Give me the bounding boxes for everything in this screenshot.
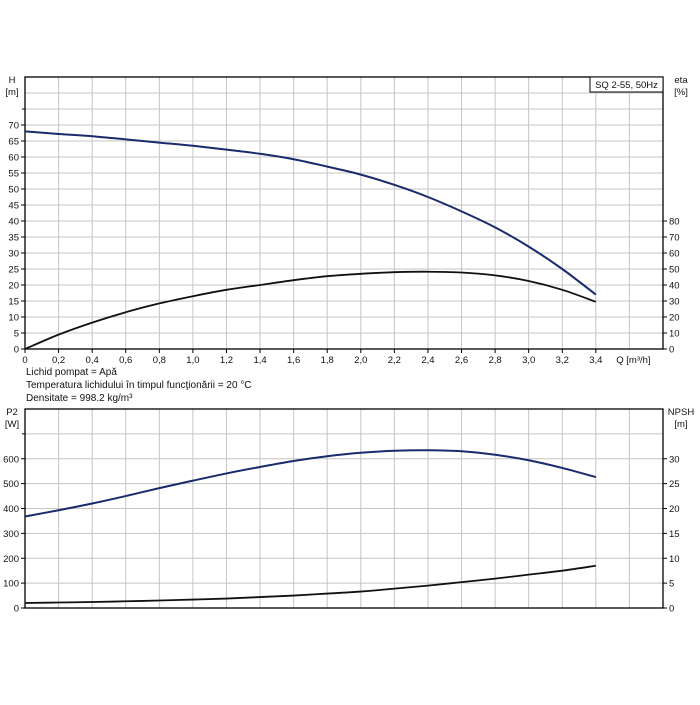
x-tick-label: 3,4	[589, 355, 602, 366]
x-tick-label: 3,0	[522, 355, 535, 366]
right-axis-title: eta	[674, 75, 688, 86]
x-tick-label: 1,8	[321, 355, 334, 366]
left-tick-label: 0	[14, 604, 19, 615]
left-tick-label: 60	[8, 153, 19, 164]
right-tick-label: 60	[669, 249, 680, 260]
curve-p2	[24, 449, 597, 518]
left-tick-label: 45	[8, 201, 19, 212]
fluid-notes: Lichid pompat = Apă Temperatura lichidul…	[26, 366, 252, 405]
left-tick-label: 300	[3, 529, 19, 540]
note-temperature: Temperatura lichidului în timpul funcţio…	[26, 380, 252, 391]
grid	[25, 77, 663, 349]
right-tick-label: 25	[669, 479, 680, 490]
plot-frame	[24, 76, 664, 350]
curve-npsh	[24, 564, 596, 604]
x-tick-label: 0,6	[119, 355, 132, 366]
left-tick-label: 50	[8, 185, 19, 196]
right-tick-label: 70	[669, 233, 680, 244]
x-tick-label: 1,2	[220, 355, 233, 366]
x-tick-label: 3,2	[556, 355, 569, 366]
x-tick-label: 2,8	[488, 355, 501, 366]
left-tick-label: 400	[3, 504, 19, 515]
left-tick-label: 100	[3, 579, 19, 590]
right-tick-label: 80	[669, 217, 680, 228]
left-tick-label: 30	[8, 249, 19, 260]
right-tick-label: 15	[669, 529, 680, 540]
right-tick-label: 10	[669, 554, 680, 565]
note-density: Densitate = 998.2 kg/m³	[26, 393, 133, 404]
left-tick-label: 35	[8, 233, 19, 244]
model-label-box: SQ 2-55, 50Hz	[589, 76, 664, 93]
left-tick-label: 25	[8, 265, 19, 276]
left-tick-label: 500	[3, 479, 19, 490]
right-tick-label: 40	[669, 281, 680, 292]
right-tick-label: 20	[669, 313, 680, 324]
x-tick-label: 0,4	[86, 355, 99, 366]
x-axis-title: Q [m³/h]	[616, 355, 650, 366]
grid	[25, 409, 663, 608]
right-tick-label: 30	[669, 454, 680, 465]
left-axis-unit: [W]	[5, 419, 19, 430]
curve-eta	[24, 270, 597, 350]
x-tick-label: 0	[22, 355, 27, 366]
right-axis-title: NPSH	[668, 407, 695, 418]
right-tick-label: 30	[669, 297, 680, 308]
left-tick-label: 40	[8, 217, 19, 228]
x-tick-label: 2,4	[421, 355, 434, 366]
left-tick-label: 600	[3, 454, 19, 465]
note-liquid: Lichid pompat = Apă	[26, 367, 117, 378]
x-tick-label: 2,0	[354, 355, 367, 366]
x-tick-label: 2,6	[455, 355, 468, 366]
left-tick-label: 55	[8, 169, 19, 180]
left-axis-unit: [m]	[5, 87, 18, 98]
right-tick-label: 20	[669, 504, 680, 515]
x-tick-label: 0,8	[153, 355, 166, 366]
model-label: SQ 2-55, 50Hz	[595, 80, 658, 91]
qh-eta-chart: 0 5 10 15 20 25 30 35 40 45 50 55 60 65 70 0 10 20 30 40 50 6…	[5, 75, 688, 366]
left-tick-label: 15	[8, 297, 19, 308]
right-tick-label: 5	[669, 579, 674, 590]
x-tick-label: 1,0	[186, 355, 199, 366]
x-tick-label: 2,2	[388, 355, 401, 366]
left-tick-label: 10	[8, 313, 19, 324]
left-tick-label: 200	[3, 554, 19, 565]
p2-npsh-chart: 0 100 200 300 400 500 600 0 5 10 15 20 25 30 P2[W] NPSH…	[3, 407, 694, 615]
left-axis-title: H	[9, 75, 16, 86]
right-tick-label: 0	[669, 604, 674, 615]
left-tick-label: 0	[14, 345, 19, 356]
left-tick-label: 65	[8, 137, 19, 148]
left-tick-label: 20	[8, 281, 19, 292]
right-tick-label: 10	[669, 329, 680, 340]
x-tick-label: 0,2	[52, 355, 65, 366]
right-axis-unit: [%]	[674, 87, 688, 98]
right-axis-unit: [m]	[674, 419, 687, 430]
curve-h	[24, 130, 597, 296]
left-axis-title: P2	[6, 407, 18, 418]
right-tick-label: 0	[669, 345, 674, 356]
left-tick-label: 70	[8, 121, 19, 132]
left-tick-label: 5	[14, 329, 19, 340]
x-tick-label: 1,4	[253, 355, 266, 366]
right-tick-label: 50	[669, 265, 680, 276]
x-tick-label: 1,6	[287, 355, 300, 366]
